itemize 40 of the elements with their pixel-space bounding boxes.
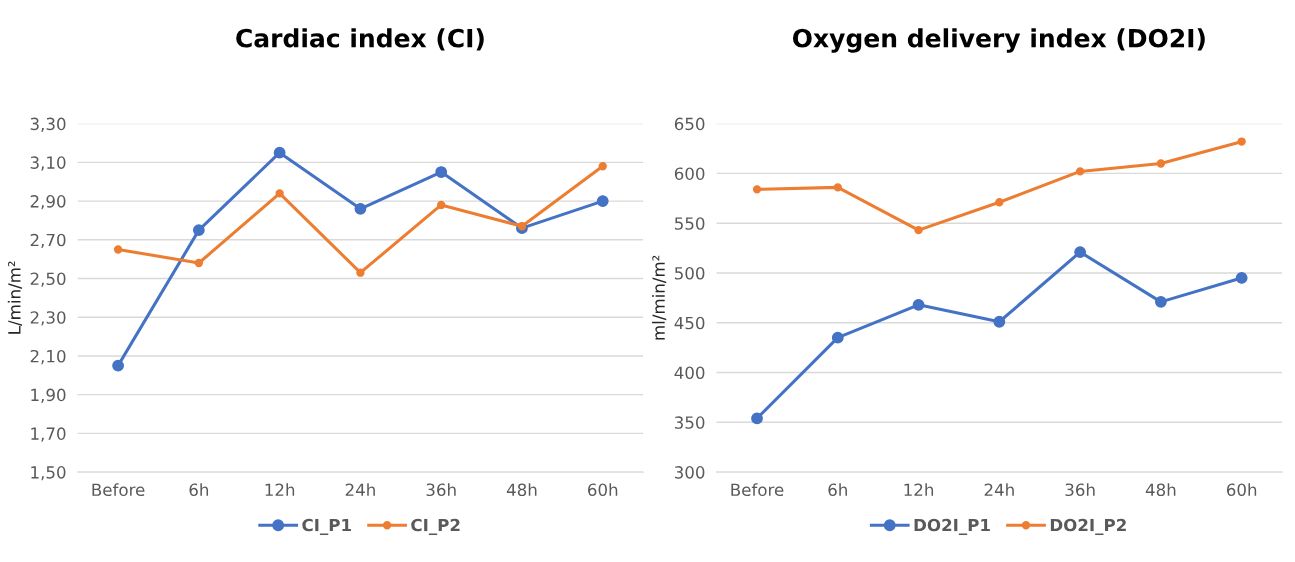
y-tick-label: 2,90 xyxy=(30,195,66,210)
x-tick-label: 48h xyxy=(1145,483,1176,497)
y-tick-label: 450 xyxy=(674,316,705,330)
y-tick-label: 350 xyxy=(674,416,705,429)
x-tick-label: 12h xyxy=(904,483,934,496)
y-tick-label: 3,10 xyxy=(30,156,66,171)
chart-title: Oxygen delivery index (DO2I) xyxy=(792,28,1205,53)
x-tick-label: 36h xyxy=(426,483,456,497)
legend-label: DO2I_P1 xyxy=(914,518,990,536)
legend-label: CI_P2 xyxy=(411,518,460,536)
x-tick-label: 6h xyxy=(828,483,847,497)
x-tick-label: 36h xyxy=(1065,483,1095,497)
legend-label: CI_P1 xyxy=(302,518,351,536)
y-tick-label: 650 xyxy=(674,117,705,131)
y-tick-label: 2,30 xyxy=(30,311,66,326)
x-tick-label: 48h xyxy=(506,483,537,497)
y-tick-label: 2,70 xyxy=(30,233,66,249)
x-tick-label: 60h xyxy=(1226,483,1257,497)
y-tick-label: 400 xyxy=(674,366,705,380)
x-tick-label: 24h xyxy=(984,483,1014,496)
y-tick-label: 500 xyxy=(674,266,705,280)
y-tick-label: 1,50 xyxy=(31,466,66,481)
x-tick-label: Before xyxy=(731,483,784,497)
x-tick-label: Before xyxy=(92,483,145,497)
y-tick-label: 2,10 xyxy=(30,349,66,365)
y-tick-label: 300 xyxy=(674,466,705,479)
y-tick-label: 1,70 xyxy=(31,427,66,442)
y-tick-label: 2,50 xyxy=(30,272,66,287)
y-tick-label: 1,90 xyxy=(31,388,66,403)
y-axis-title: ml/min/m² xyxy=(652,255,667,340)
x-tick-label: 24h xyxy=(345,483,375,496)
y-tick-label: 3,30 xyxy=(30,117,66,132)
chart-title: Cardiac index (CI) xyxy=(236,28,484,51)
y-tick-label: 600 xyxy=(674,167,705,180)
x-tick-label: 12h xyxy=(265,483,295,496)
y-axis-title: L/min/m² xyxy=(7,261,22,334)
x-tick-label: 6h xyxy=(189,483,209,497)
x-tick-label: 60h xyxy=(588,483,618,497)
legend-label: DO2I_P2 xyxy=(1050,518,1126,536)
y-tick-label: 550 xyxy=(674,217,705,230)
